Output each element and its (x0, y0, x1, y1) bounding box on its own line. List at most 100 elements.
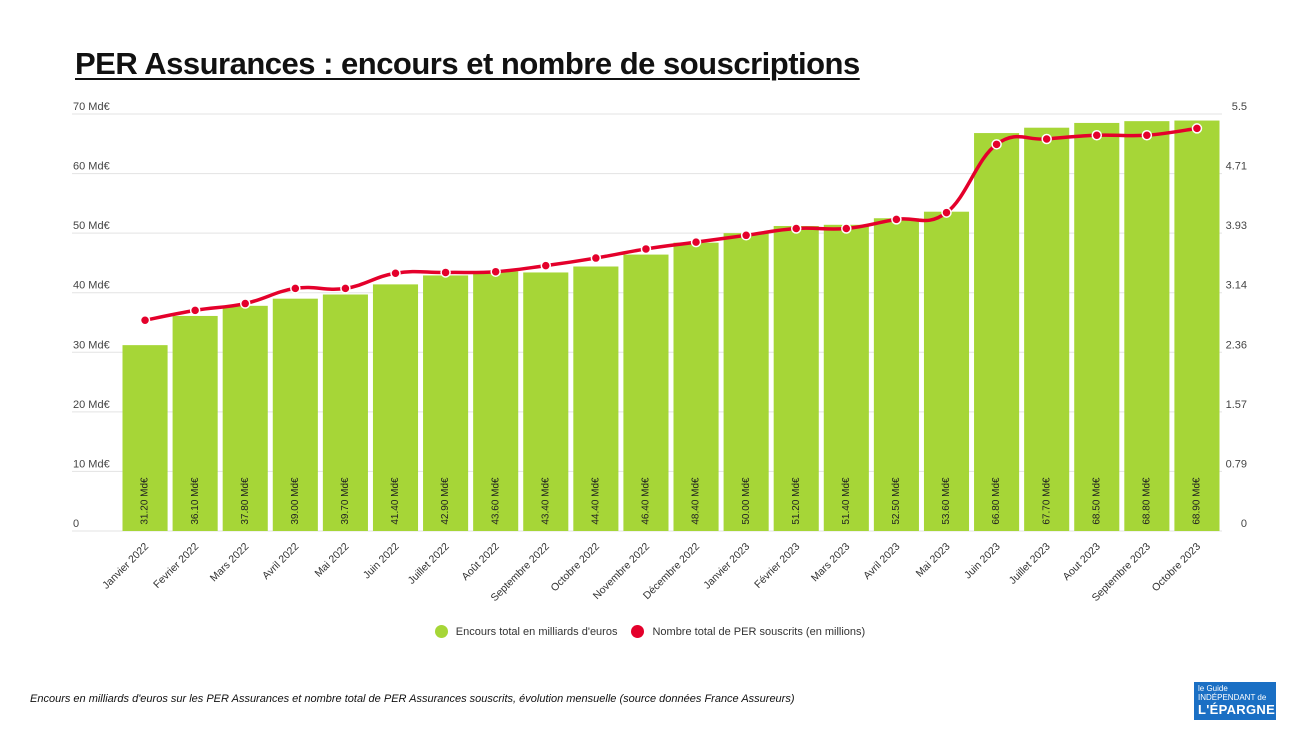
line-point (1091, 129, 1103, 141)
line-point (390, 267, 401, 279)
line-point (841, 223, 852, 234)
y-left-tick-label: 60 Md€ (73, 161, 110, 173)
logo-line2: INDÉPENDANT de (1198, 693, 1267, 702)
y-left-tick-label: 0 (73, 518, 79, 530)
y-left-tick-label: 70 Md€ (73, 101, 110, 113)
y-right-tick-label: 3.14 (1226, 280, 1247, 292)
bar (423, 275, 469, 531)
line-point (440, 267, 451, 278)
x-tick-label: Janvier 2023 (701, 541, 752, 592)
bar (1024, 127, 1070, 532)
y-left-tick-label: 40 Md€ (73, 280, 110, 292)
x-tick-label: Février 2023 (752, 541, 802, 591)
legend: Encours total en milliards d'euros Nombr… (0, 625, 1300, 638)
bar (172, 315, 218, 531)
bar (573, 266, 619, 531)
bar (923, 211, 970, 531)
y-right-tick-label: 1.57 (1226, 399, 1247, 411)
y-right-tick-label: 2.36 (1226, 339, 1247, 351)
y-right-tick-label: 0 (1241, 518, 1247, 530)
bar-data-label: 68.90 Md€ (1192, 477, 1203, 525)
bar-data-label: 68.50 Md€ (1091, 477, 1102, 525)
x-tick-label: Juillet 2023 (1007, 541, 1053, 587)
bar (1074, 122, 1120, 531)
legend-item-line[interactable]: Nombre total de PER souscrits (en millio… (631, 625, 865, 638)
bar-data-label: 31.20 Md€ (140, 477, 151, 525)
bar-data-label: 48.40 Md€ (691, 477, 702, 525)
legend-item-bars[interactable]: Encours total en milliards d'euros (434, 625, 618, 638)
x-tick-label: Avril 2023 (861, 541, 902, 582)
line-point (891, 214, 902, 225)
bar-data-label: 66.80 Md€ (991, 477, 1002, 525)
x-tick-label: Aout 2023 (1061, 541, 1103, 583)
bar-data-label: 43.60 Md€ (490, 477, 501, 525)
bar (322, 294, 368, 531)
bar-data-label: 46.40 Md€ (641, 477, 652, 525)
bar (873, 218, 919, 531)
line-point (540, 260, 552, 271)
bar-data-label: 68.80 Md€ (1142, 477, 1153, 525)
logo-line1: le Guide (1198, 684, 1228, 693)
legend-marker-line (631, 625, 645, 638)
bar-data-label: 41.40 Md€ (390, 477, 401, 525)
bar-data-label: 51.40 Md€ (841, 477, 852, 525)
y-left-tick-label: 50 Md€ (73, 220, 110, 232)
bar-data-label: 36.10 Md€ (190, 477, 201, 525)
y-left-tick-label: 10 Md€ (73, 458, 110, 470)
x-tick-label: Juin 2022 (361, 541, 402, 582)
logo: le Guide INDÉPENDANT de L'ÉPARGNE (1194, 682, 1276, 720)
x-tick-label: Août 2022 (459, 541, 501, 583)
x-tick-label: Janvier 2022 (100, 541, 151, 592)
line-point (239, 298, 251, 309)
y-right-tick-label: 5.5 (1232, 101, 1247, 113)
bar-data-label: 37.80 Md€ (240, 477, 251, 525)
x-tick-label: Juillet 2022 (406, 541, 452, 587)
line-point (1141, 129, 1153, 141)
bar-data-label: 43.40 Md€ (540, 477, 551, 525)
x-tick-label: Fevrier 2022 (151, 541, 201, 591)
bar-data-label: 53.60 Md€ (941, 477, 952, 525)
x-tick-label: Avril 2022 (260, 541, 301, 582)
bar (222, 305, 268, 531)
bar-data-label: 67.70 Md€ (1041, 477, 1052, 525)
series-line (144, 126, 1198, 322)
y-right-tick-label: 0.79 (1226, 458, 1247, 470)
line-point (490, 266, 501, 277)
bar (122, 345, 168, 531)
legend-label-bars: Encours total en milliards d'euros (455, 625, 618, 638)
line-point (189, 305, 201, 316)
bar-data-label: 39.00 Md€ (290, 477, 301, 525)
chart: 0 0 10 Md€ 0.79 20 Md€ 1.57 30 Md€ 2.36 40 Md€ 3.… (72, 101, 1247, 604)
bar-data-label: 39.70 Md€ (340, 477, 351, 525)
chart-title: PER Assurances : encours et nombre de so… (75, 46, 860, 81)
y-left-tick-label: 20 Md€ (73, 399, 110, 411)
bar (623, 254, 669, 532)
line-point (941, 207, 952, 218)
bar (823, 224, 869, 531)
x-tick-label: Mars 2022 (208, 541, 252, 585)
bar (473, 271, 519, 531)
y-right-tick-label: 3.93 (1226, 220, 1247, 232)
line-point (690, 236, 702, 248)
legend-label-line: Nombre total de PER souscrits (en millio… (652, 625, 866, 638)
bar (673, 242, 719, 531)
y-right-tick-label: 4.71 (1226, 161, 1247, 173)
line-point (740, 230, 752, 241)
x-tick-label: Octobre 2022 (548, 541, 602, 595)
x-tick-label: Mars 2023 (809, 541, 853, 585)
bar (372, 284, 419, 531)
bar-data-label: 52.50 Md€ (891, 477, 902, 525)
legend-marker-bars (434, 625, 448, 638)
x-tick-label: Mai 2022 (312, 541, 351, 580)
x-tick-label: Mai 2023 (914, 541, 953, 580)
caption: Encours en milliards d'euros sur les PER… (30, 693, 795, 705)
bar (773, 225, 819, 531)
bar (272, 298, 318, 531)
bar (723, 233, 769, 531)
line-point (1191, 123, 1203, 134)
bar-data-label: 50.00 Md€ (741, 477, 752, 525)
line-point (340, 283, 351, 294)
line-point (590, 252, 602, 264)
line-point (790, 223, 802, 234)
